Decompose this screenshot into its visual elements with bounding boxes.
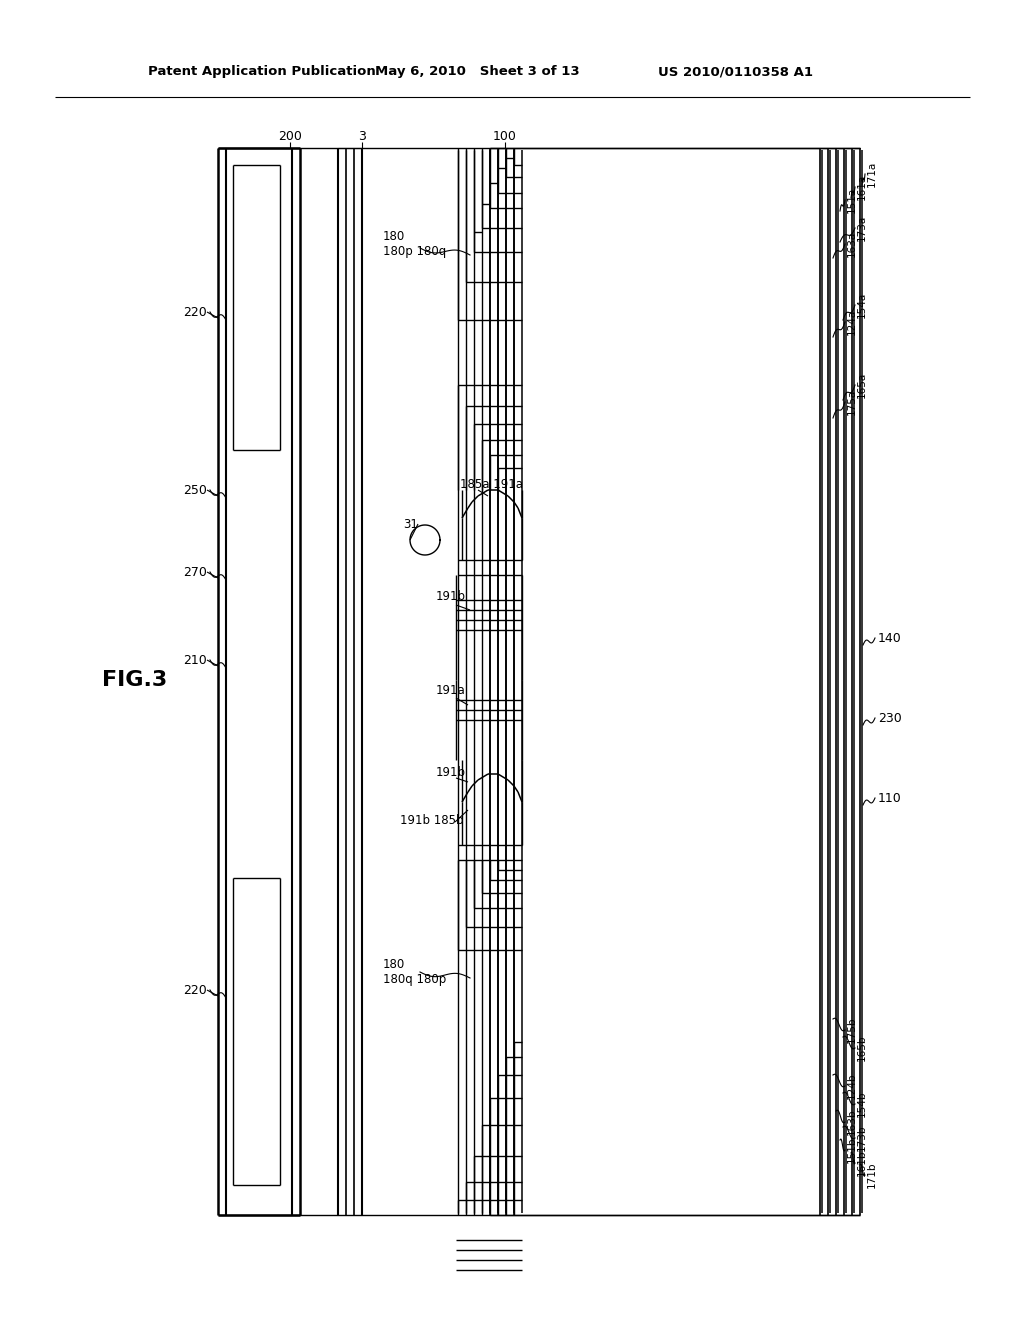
Text: 173b: 173b: [857, 1125, 867, 1151]
Text: 140: 140: [878, 631, 902, 644]
Text: 200: 200: [279, 129, 302, 143]
Text: 191a: 191a: [436, 684, 466, 697]
Text: 100: 100: [494, 129, 517, 143]
Text: 230: 230: [878, 711, 902, 725]
Text: 165b: 165b: [857, 1035, 867, 1061]
Text: 124b: 124b: [847, 1073, 857, 1100]
Text: 124a: 124a: [847, 309, 857, 335]
Text: 180: 180: [383, 230, 406, 243]
Text: 151b: 151b: [847, 1137, 857, 1163]
Text: 31: 31: [403, 517, 418, 531]
Text: 161b: 161b: [857, 1150, 867, 1176]
Text: 180: 180: [383, 958, 406, 972]
Text: 171b: 171b: [867, 1162, 877, 1188]
Text: 250: 250: [183, 483, 207, 496]
Text: 163b: 163b: [847, 1109, 857, 1135]
Text: 191b: 191b: [436, 590, 466, 603]
Text: 270: 270: [183, 565, 207, 578]
Text: 161a: 161a: [857, 174, 867, 201]
Text: 171a: 171a: [867, 161, 877, 187]
Text: 175a: 175a: [847, 389, 857, 414]
Text: May 6, 2010   Sheet 3 of 13: May 6, 2010 Sheet 3 of 13: [375, 66, 580, 78]
Text: 191b 185b: 191b 185b: [400, 813, 464, 826]
Text: Patent Application Publication: Patent Application Publication: [148, 66, 376, 78]
Text: 220: 220: [183, 983, 207, 997]
Text: 3: 3: [358, 129, 366, 143]
Text: 165a: 165a: [857, 372, 867, 399]
Text: US 2010/0110358 A1: US 2010/0110358 A1: [658, 66, 813, 78]
Text: 175b: 175b: [847, 1016, 857, 1043]
Text: 180p 180q: 180p 180q: [383, 246, 446, 259]
Text: 151a: 151a: [847, 187, 857, 213]
Text: 154b: 154b: [857, 1090, 867, 1117]
Text: 173a: 173a: [857, 215, 867, 242]
Text: 210: 210: [183, 653, 207, 667]
Text: 191b: 191b: [436, 767, 466, 780]
Text: 110: 110: [878, 792, 902, 804]
Text: 180q 180p: 180q 180p: [383, 974, 446, 986]
Text: 220: 220: [183, 305, 207, 318]
Text: 163a: 163a: [847, 231, 857, 257]
Text: 154a: 154a: [857, 292, 867, 318]
Text: FIG.3: FIG.3: [102, 671, 167, 690]
Text: 185a 191a: 185a 191a: [460, 478, 523, 491]
